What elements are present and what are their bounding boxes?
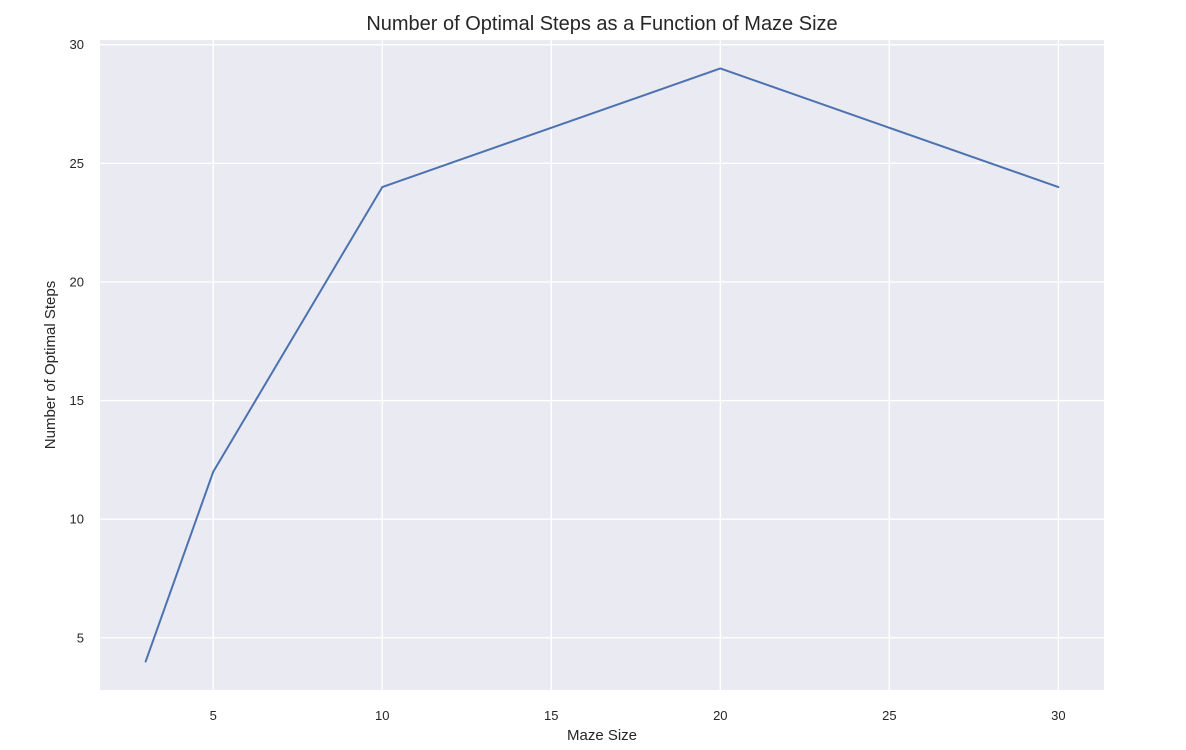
series-layer	[144, 67, 1060, 663]
x-tick-label: 5	[210, 708, 217, 723]
series-line	[144, 67, 1060, 663]
plot-area	[100, 40, 1104, 690]
y-tick-label: 25	[70, 156, 84, 171]
x-axis-ticks: 5 10 15 20 25 30	[210, 708, 1066, 723]
y-axis-label: Number of Optimal Steps	[42, 281, 59, 449]
chart-title: Number of Optimal Steps as a Function of…	[366, 13, 837, 35]
y-tick-label: 10	[70, 512, 84, 527]
y-axis-ticks: 5 10 15 20 25 30	[70, 37, 84, 645]
y-tick-label: 5	[77, 630, 84, 645]
x-tick-label: 10	[375, 708, 389, 723]
y-tick-label: 15	[70, 393, 84, 408]
x-tick-label: 25	[882, 708, 896, 723]
x-tick-label: 15	[544, 708, 558, 723]
grid	[100, 40, 1104, 690]
y-tick-label: 30	[70, 37, 84, 52]
x-tick-label: 30	[1051, 708, 1065, 723]
x-axis-label: Maze Size	[567, 727, 637, 744]
y-tick-label: 20	[70, 274, 84, 289]
x-tick-label: 20	[713, 708, 727, 723]
